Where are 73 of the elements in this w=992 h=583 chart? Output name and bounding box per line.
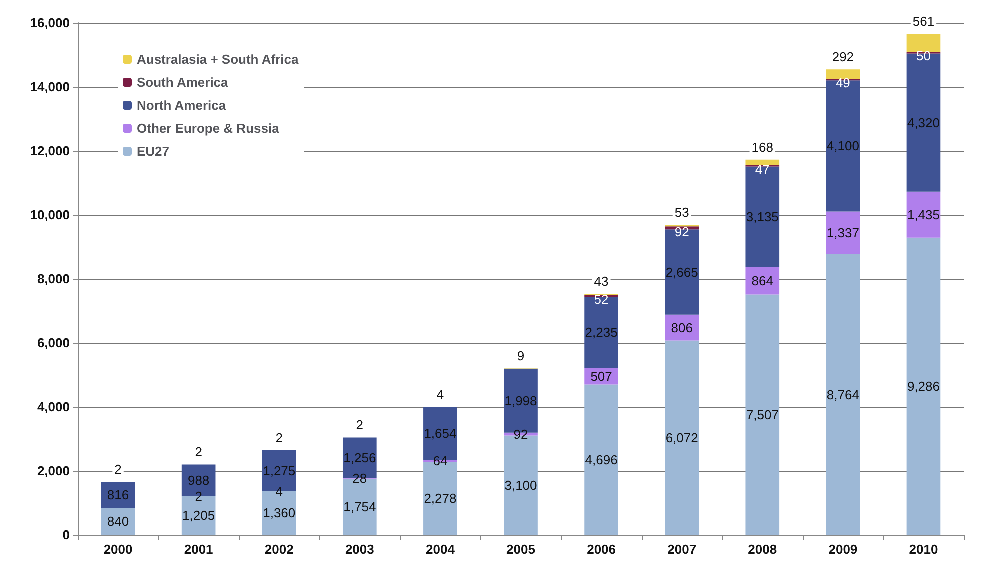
data-label: 1,205	[182, 508, 216, 524]
data-label: 292	[832, 50, 854, 65]
data-label: 2	[195, 444, 202, 460]
data-label: 1,754	[344, 499, 376, 514]
x-tick-label: 2003	[345, 542, 374, 557]
data-label: 6,072	[666, 430, 698, 446]
x-tick-label: 2007	[668, 542, 697, 557]
data-label: 816	[107, 488, 130, 503]
x-tick-label: 2002	[264, 542, 294, 557]
data-label: 47	[755, 162, 770, 177]
data-label: 2	[276, 430, 283, 446]
legend-label: Other Europe & Russia	[137, 121, 280, 136]
data-label: 1,275	[263, 463, 296, 478]
legend-label: Australasia + South Africa	[137, 52, 300, 67]
data-label: 9,286	[907, 378, 940, 394]
data-label: 3,135	[746, 209, 779, 224]
x-tick-label: 2004	[426, 542, 456, 557]
legend-label: EU27	[137, 144, 170, 159]
y-tick-label: 14,000	[30, 80, 70, 94]
data-label: 1,435	[907, 207, 940, 222]
y-tick-label: 0	[62, 528, 70, 542]
data-label: 1,360	[263, 506, 296, 521]
data-label: 53	[674, 204, 690, 220]
y-tick-label: 2,000	[37, 464, 70, 478]
data-label: 4	[276, 484, 283, 499]
data-label: 1,256	[344, 450, 376, 466]
data-label: 28	[352, 470, 368, 486]
y-tick-label: 10,000	[30, 208, 70, 222]
data-label: 4,696	[585, 452, 618, 468]
data-label: 507	[590, 369, 612, 384]
y-tick-label: 6,000	[37, 336, 70, 350]
y-tick-label: 16,000	[30, 16, 70, 30]
data-label: 2	[114, 462, 122, 477]
data-label: 52	[594, 292, 609, 307]
data-label: 1,654	[424, 426, 457, 442]
data-label: 92	[514, 426, 528, 442]
data-label: 988	[188, 473, 210, 488]
data-label: 864	[752, 273, 774, 288]
data-label: 8,764	[826, 387, 860, 402]
x-tick-label: 2001	[184, 542, 214, 557]
data-label: 2	[195, 488, 202, 504]
data-label: 43	[594, 274, 609, 289]
x-tick-label: 2009	[828, 542, 858, 557]
legend-label: South America	[137, 75, 230, 90]
x-tick-label: 2008	[748, 542, 778, 557]
data-label: 9	[517, 348, 525, 364]
x-tick-label: 2010	[909, 542, 938, 557]
x-tick-label: 2006	[587, 542, 616, 557]
y-tick-label: 8,000	[37, 272, 70, 286]
data-label: 168	[752, 140, 774, 155]
y-tick-label: 12,000	[30, 144, 70, 158]
legend-label: North America	[137, 98, 227, 113]
data-label: 49	[836, 76, 850, 91]
data-label: 92	[674, 224, 690, 240]
data-label: 1,998	[504, 393, 538, 408]
data-label: 2,235	[585, 325, 618, 340]
x-tick-label: 2005	[506, 542, 536, 557]
data-label: 4,100	[826, 138, 860, 154]
data-label: 561	[912, 14, 935, 30]
data-label: 806	[671, 320, 693, 336]
data-label: 1,337	[826, 226, 860, 241]
data-label: 50	[916, 48, 931, 64]
x-tick-label: 2000	[104, 542, 133, 557]
data-label: 4	[436, 387, 444, 402]
data-label: 2,665	[666, 264, 698, 280]
y-tick-label: 4,000	[37, 400, 70, 414]
data-label: 840	[107, 514, 130, 530]
data-label: 64	[433, 454, 448, 469]
data-label: 4,320	[907, 115, 940, 130]
data-label: 3,100	[504, 478, 538, 493]
data-label: 2	[356, 418, 364, 433]
data-label: 2,278	[424, 491, 457, 506]
data-label: 7,507	[746, 407, 779, 422]
